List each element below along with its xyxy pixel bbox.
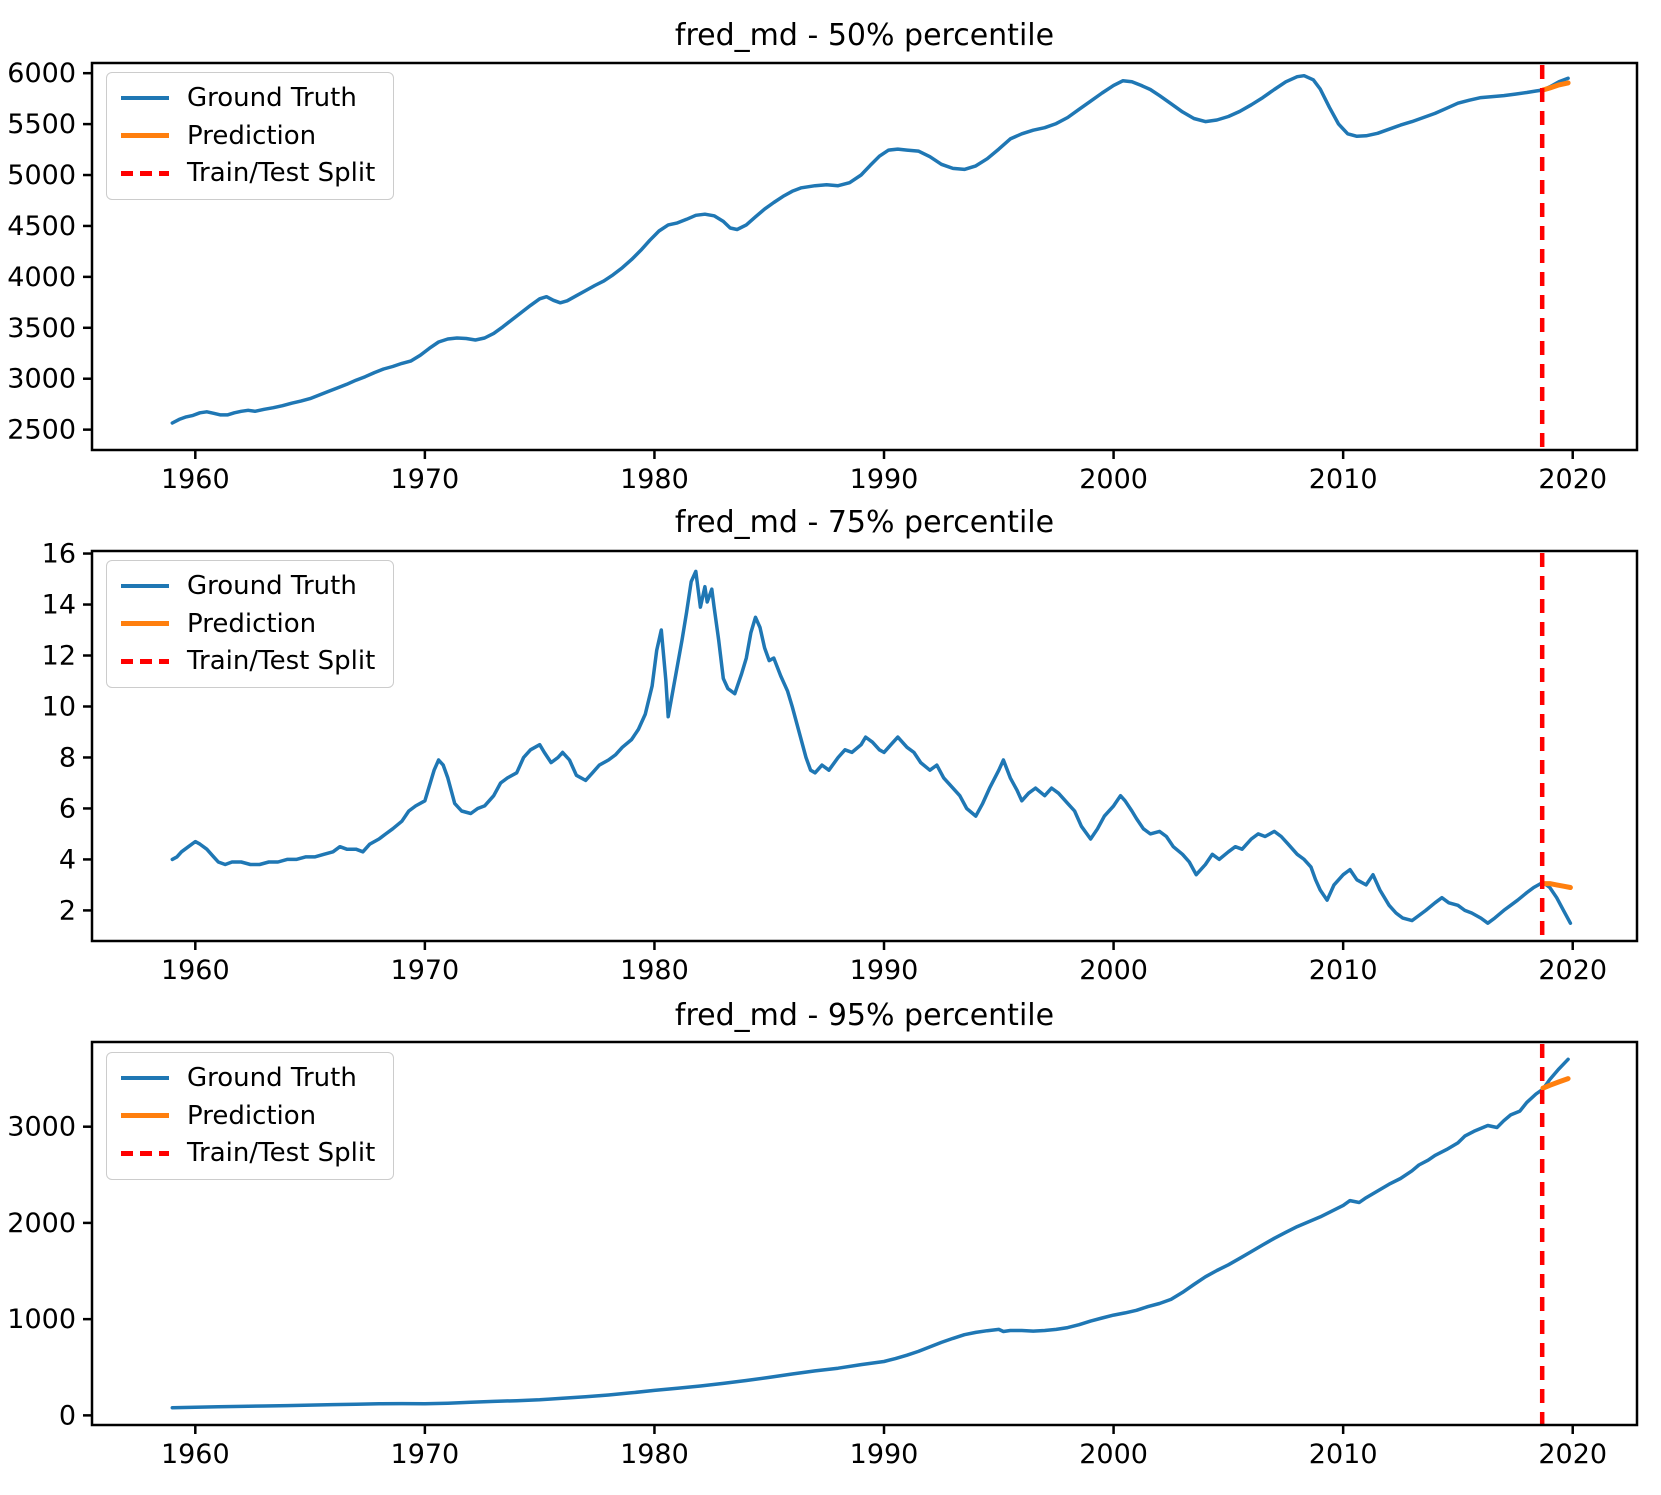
ground-truth-line-icon [121,96,169,101]
ground-truth-line-icon [121,584,169,589]
y-tick-label: 3500 [7,313,76,344]
x-tick-label: 1970 [391,955,460,986]
y-tick-label: 1000 [7,1304,76,1335]
plot-border [90,549,1639,943]
prediction-line-icon [121,621,169,627]
x-tick-label: 1960 [161,955,230,986]
legend-label-split: Train/Test Split [187,1138,376,1169]
y-tick-label: 3000 [7,364,76,395]
legend-entry-split: Train/Test Split [121,1139,375,1168]
chart-title-95pct: fred_md - 95% percentile [674,998,1055,1033]
chart-area-2: 1960 1970 1980 1990 2000 2010 2020 0 1000 2000 300… [7,1040,1639,1470]
legend-label-split: Train/Test Split [187,158,376,189]
legend-label-ground-truth: Ground Truth [187,571,357,601]
x-tick-label: 1970 [391,1439,460,1470]
x-tick-label: 1960 [161,1439,230,1470]
series-line-prediction [1540,1076,1571,1091]
x-tick-label: 1980 [620,1439,689,1470]
x-tick-label: 2010 [1309,955,1378,986]
split-dashed-line-icon [121,1150,169,1156]
x-tick-label: 1990 [850,955,919,986]
x-tick-label: 2000 [1079,464,1148,495]
legend-label-split: Train/Test Split [187,646,376,677]
legend-entry-prediction: Prediction [121,608,375,639]
y-tick-label: 4 [59,844,76,875]
x-tick-label: 2020 [1538,955,1607,986]
y-tick-label: 2 [59,895,76,926]
legend-entry-split: Train/Test Split [121,647,375,676]
y-tick-label: 5500 [7,109,76,140]
x-tick-label: 2020 [1538,464,1607,495]
legend-50pct: Ground Truth Prediction Train/Test Split [106,72,395,200]
legend-label-prediction: Prediction [187,608,317,639]
plot-border [90,1040,1639,1427]
y-tick-label: 0 [59,1400,76,1431]
y-tick-label: 4500 [7,211,76,242]
legend-entry-prediction: Prediction [121,120,375,151]
chart-title-75pct: fred_md - 75% percentile [674,505,1055,540]
y-tick-label: 8 [59,742,76,773]
x-tick-label: 2010 [1309,464,1378,495]
prediction-line-icon [121,133,169,139]
y-tick-label: 3000 [7,1112,76,1143]
series-line-prediction [1540,80,1571,93]
series-line-ground-truth [170,73,1570,425]
chart-area-1: 1960 1970 1980 1990 2000 2010 2020 2 4 6 8 10 12 14 16 [42,539,1639,986]
x-tick-label: 2010 [1309,1439,1378,1470]
y-tick-label: 12 [42,641,76,672]
x-tick-label: 1990 [850,464,919,495]
x-tick-label: 1960 [161,464,230,495]
legend-label-ground-truth: Ground Truth [187,83,357,113]
y-tick-label: 2500 [7,415,76,446]
x-tick-label: 2020 [1538,1439,1607,1470]
legend-label-prediction: Prediction [187,1100,317,1131]
y-tick-label: 6000 [7,58,76,89]
y-tick-label: 6 [59,793,76,824]
legend-label-prediction: Prediction [187,120,317,151]
plot-border [90,61,1639,452]
legend-entry-split: Train/Test Split [121,159,375,188]
legend-75pct: Ground Truth Prediction Train/Test Split [106,560,395,688]
y-tick-label: 16 [42,539,76,570]
series-line-ground-truth [170,569,1573,925]
x-tick-label: 1990 [850,1439,919,1470]
prediction-line-icon [121,1113,169,1119]
chart-area-0: 1960 1970 1980 1990 2000 2010 2020 2500 3000 3500… [7,58,1639,495]
legend-95pct: Ground Truth Prediction Train/Test Split [106,1052,395,1180]
chart-title-50pct: fred_md - 50% percentile [674,18,1055,53]
legend-entry-ground-truth: Ground Truth [121,84,375,113]
x-tick-label: 1970 [391,464,460,495]
legend-label-ground-truth: Ground Truth [187,1063,357,1093]
x-tick-label: 2000 [1079,955,1148,986]
y-tick-label: 5000 [7,160,76,191]
x-tick-label: 1980 [620,955,689,986]
legend-entry-ground-truth: Ground Truth [121,1064,375,1093]
split-dashed-line-icon [121,658,169,664]
x-tick-label: 1980 [620,464,689,495]
split-dashed-line-icon [121,170,169,176]
legend-entry-prediction: Prediction [121,1100,375,1131]
legend-entry-ground-truth: Ground Truth [121,572,375,601]
series-line-prediction [1540,881,1573,890]
x-tick-label: 2000 [1079,1439,1148,1470]
ground-truth-line-icon [121,1076,169,1081]
series-line-ground-truth [170,1057,1570,1410]
y-tick-label: 10 [42,691,76,722]
y-tick-label: 2000 [7,1208,76,1239]
y-tick-label: 4000 [7,262,76,293]
y-tick-label: 14 [42,590,76,621]
